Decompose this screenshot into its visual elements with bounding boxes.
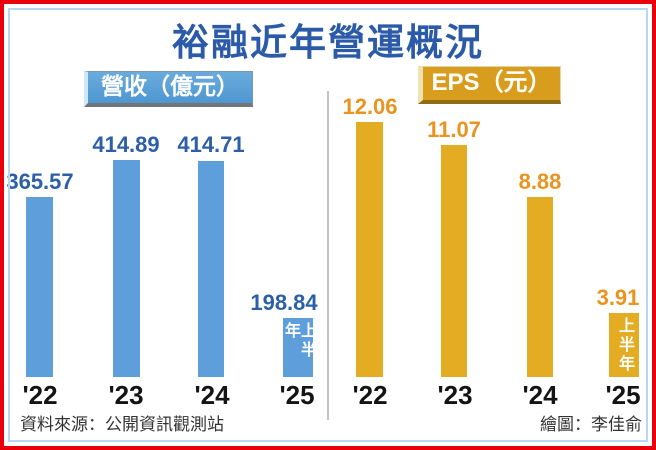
eps-value-23: 11.07 [427, 117, 481, 142]
eps-year-22: '22 [352, 380, 388, 410]
revenue-bar-25: 上半年 [282, 318, 315, 377]
revenue-half-year-label: 上半年 [282, 322, 315, 360]
revenue-bar-23 [113, 160, 140, 377]
revenue-value-25: 198.84 [250, 290, 318, 315]
revenue-year-23: '23 [108, 380, 144, 410]
eps-value-22: 12.06 [342, 94, 398, 119]
eps-bar-23 [441, 145, 467, 377]
revenue-bar-22 [26, 197, 53, 377]
eps-year-23: '23 [437, 380, 473, 410]
eps-bar-22 [356, 122, 383, 377]
revenue-value-22: 365.57 [6, 169, 74, 194]
revenue-chart-header: 營收（億元） [84, 71, 253, 107]
eps-value-25: 3.91 [596, 285, 640, 310]
eps-bar-25: 上半年 [609, 313, 639, 377]
chart-divider-line [327, 91, 329, 420]
data-source-note: 資料來源：公開資訊觀測站 [20, 415, 224, 434]
revenue-year-25: '25 [279, 380, 315, 410]
revenue-bar-24 [198, 161, 224, 377]
revenue-year-24: '24 [194, 380, 230, 410]
revenue-year-22: '22 [22, 380, 58, 410]
eps-year-25: '25 [605, 380, 641, 410]
revenue-value-23: 414.89 [92, 132, 160, 157]
illustrator-credit-note: 繪圖：李佳俞 [540, 415, 642, 434]
eps-bar-24 [527, 197, 553, 377]
eps-chart-header: EPS（元） [418, 66, 561, 104]
eps-year-24: '24 [522, 380, 558, 410]
eps-value-24: 8.88 [518, 169, 562, 194]
eps-half-year-label: 上半年 [616, 317, 633, 374]
revenue-value-24: 414.71 [177, 132, 245, 157]
page-title: 裕融近年營運概況 [172, 22, 484, 63]
